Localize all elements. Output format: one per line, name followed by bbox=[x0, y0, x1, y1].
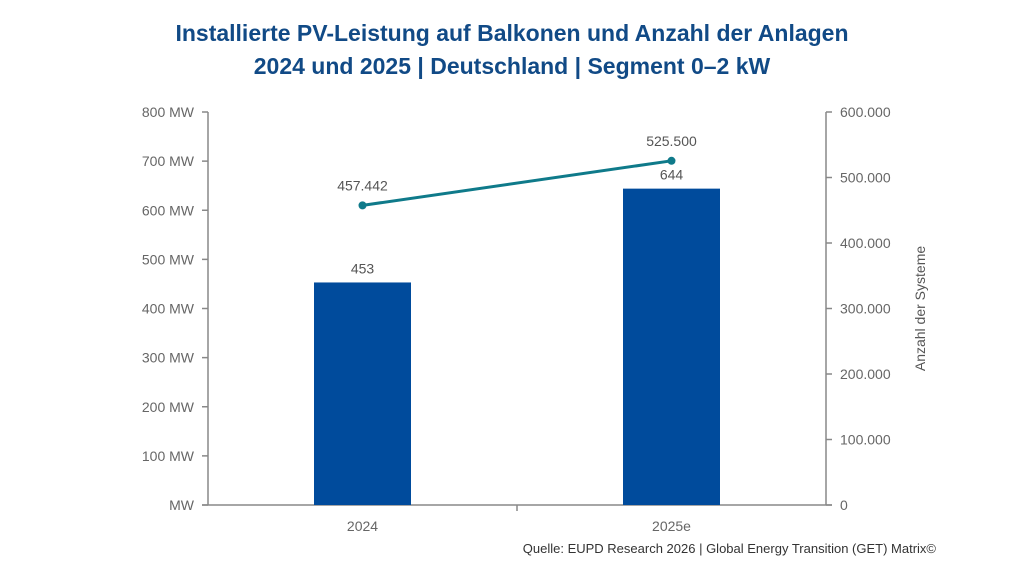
chart-subtitle: 2024 und 2025 | Deutschland | Segment 0–… bbox=[253, 53, 771, 79]
line-point bbox=[358, 201, 367, 210]
bar bbox=[623, 188, 720, 505]
source-note: Quelle: EUPD Research 2026 | Global Ener… bbox=[522, 541, 936, 556]
bar-data-label: 644 bbox=[660, 167, 684, 183]
right-axis-tick-label: 500.000 bbox=[840, 170, 891, 186]
line-point bbox=[667, 156, 676, 165]
x-axis-tick-label: 2024 bbox=[347, 518, 378, 534]
left-axis-tick-label: 500 MW bbox=[142, 251, 195, 267]
bar bbox=[314, 282, 411, 505]
bar-data-label: 453 bbox=[351, 260, 375, 276]
left-axis-tick-label: 400 MW bbox=[142, 301, 195, 317]
right-axis-tick-label: 0 bbox=[840, 497, 848, 513]
left-axis-tick-label: 600 MW bbox=[142, 202, 195, 218]
left-axis-tick-label: MW bbox=[169, 497, 195, 513]
left-axis-tick-label: 300 MW bbox=[142, 350, 195, 366]
line-series bbox=[362, 159, 672, 207]
right-axis-tick-label: 400.000 bbox=[840, 235, 891, 251]
left-axis-tick-label: 100 MW bbox=[142, 448, 195, 464]
line-data-label: 525.500 bbox=[646, 133, 697, 149]
left-axis-tick-label: 800 MW bbox=[142, 104, 195, 120]
left-axis-tick-label: 700 MW bbox=[142, 153, 195, 169]
right-axis-tick-label: 600.000 bbox=[840, 104, 891, 120]
line-data-label: 457.442 bbox=[337, 177, 388, 193]
right-axis-tick-label: 200.000 bbox=[840, 366, 891, 382]
x-axis-tick-label: 2025e bbox=[652, 518, 691, 534]
left-axis-tick-label: 200 MW bbox=[142, 399, 195, 415]
right-axis-tick-label: 300.000 bbox=[840, 301, 891, 317]
right-axis-tick-label: 100.000 bbox=[840, 432, 891, 448]
right-axis-label: Anzahl der Systeme bbox=[912, 246, 928, 371]
chart-title: Installierte PV-Leistung auf Balkonen un… bbox=[175, 20, 849, 46]
